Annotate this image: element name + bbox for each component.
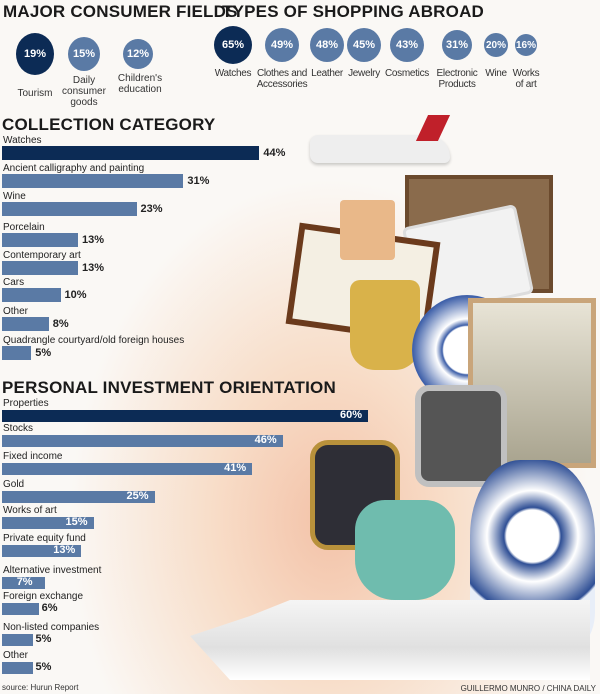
bar-label: Other — [3, 650, 29, 661]
consumer-circle-tourism: 19% — [16, 33, 54, 75]
bar-label: Non-listed companies — [3, 622, 100, 633]
shopping-label: Watches — [214, 68, 252, 79]
wristwatch-image — [415, 385, 507, 487]
bar-label: Works of art — [3, 505, 57, 516]
shopping-label: Jewelry — [348, 68, 380, 79]
investment-bar — [2, 577, 45, 589]
bar-label: Properties — [3, 398, 49, 409]
collection-bar — [2, 146, 260, 160]
shopping-circle: 45% — [347, 28, 381, 62]
shopping-label: Cosmetics — [385, 68, 429, 79]
shopping-circle: 20% — [484, 33, 508, 57]
investment-bar — [2, 410, 368, 422]
investment-bar — [2, 517, 94, 529]
consumer-label: Children's education — [117, 73, 163, 95]
bar-label: Stocks — [3, 423, 34, 434]
consumer-label: Daily consumer goods — [62, 75, 106, 108]
investment-bar — [2, 662, 33, 674]
source-note: source: Hurun Report — [2, 683, 79, 692]
shopping-circle: 65% — [214, 26, 252, 64]
bar-label: Foreign exchange — [3, 591, 84, 602]
consumer-circle-education: 12% — [123, 39, 153, 69]
shopping-label: Electronic Products — [436, 68, 478, 90]
collection-bar — [2, 288, 61, 302]
bar-value: 5% — [35, 661, 52, 673]
bar-label: Porcelain — [3, 222, 45, 233]
bar-value: 6% — [41, 602, 58, 614]
bar-label: Contemporary art — [3, 250, 81, 261]
shopping-label: Works of art — [512, 68, 540, 90]
shopping-label: Leather — [311, 68, 343, 79]
bar-value: 7% — [16, 576, 33, 588]
gold-pouch-image — [350, 280, 420, 370]
collection-bar — [2, 346, 32, 360]
collection-bar — [2, 317, 49, 331]
collection-bar — [2, 261, 79, 275]
investment-bar — [2, 545, 82, 557]
investment-bar — [2, 634, 33, 646]
bar-value: 5% — [35, 633, 52, 645]
bar-value: 46% — [254, 434, 277, 446]
consumer-label: Tourism — [17, 88, 53, 99]
airplane-tail-icon — [415, 115, 451, 141]
bar-label: Other — [3, 306, 29, 317]
bar-label: Quadrangle courtyard/old foreign houses — [3, 335, 185, 346]
shopping-circle: 43% — [390, 28, 424, 62]
bar-value: 41% — [224, 462, 247, 474]
investment-bar — [2, 603, 39, 615]
handbag-image — [340, 200, 395, 260]
shopping-circle: 16% — [515, 34, 537, 56]
bar-value: 15% — [65, 516, 88, 528]
shopping-abroad-title: TYPES OF SHOPPING ABROAD — [222, 2, 485, 21]
bar-value: 10% — [64, 289, 87, 301]
shopping-label: Wine — [485, 68, 507, 79]
shopping-circle: 49% — [265, 28, 299, 62]
bar-value: 8% — [52, 318, 69, 330]
collection-bar — [2, 233, 79, 247]
bar-value: 13% — [82, 234, 105, 246]
bar-value: 5% — [35, 347, 52, 359]
bar-label: Watches — [3, 135, 42, 146]
bar-value: 25% — [126, 490, 149, 502]
bar-value: 23% — [140, 203, 163, 215]
consumer-circle-daily-goods: 15% — [68, 37, 100, 71]
shopping-circle: 48% — [310, 28, 344, 62]
bar-label: Gold — [3, 479, 25, 490]
collection-bar — [2, 202, 137, 216]
bar-value: 60% — [340, 409, 363, 421]
bar-label: Private equity fund — [3, 533, 86, 544]
collection-bar — [2, 174, 184, 188]
bar-value: 44% — [263, 147, 286, 159]
cruise-ship-image — [190, 600, 590, 680]
investment-bar — [2, 463, 253, 475]
shopping-circle: 31% — [442, 30, 472, 60]
bar-label: Fixed income — [3, 451, 63, 462]
bar-label: Wine — [3, 191, 26, 202]
credit-note: GUILLERMO MUNRO / CHINA DAILY — [460, 684, 596, 693]
bar-value: 13% — [82, 262, 105, 274]
bar-label: Ancient calligraphy and painting — [3, 163, 145, 174]
airplane-image — [310, 115, 451, 163]
bar-value: 13% — [53, 544, 76, 556]
shopping-label: Clothes and Accessories — [256, 68, 308, 90]
jade-pot-image — [355, 500, 455, 600]
bar-label: Alternative investment — [3, 565, 102, 576]
investment-bar — [2, 491, 155, 503]
consumer-fields-title: MAJOR CONSUMER FIELDS — [3, 2, 238, 21]
bar-label: Cars — [3, 277, 25, 288]
collection-category-title: COLLECTION CATEGORY — [2, 115, 216, 134]
investment-bar — [2, 435, 283, 447]
bar-value: 31% — [187, 175, 210, 187]
investment-orientation-title: PERSONAL INVESTMENT ORIENTATION — [2, 378, 336, 397]
